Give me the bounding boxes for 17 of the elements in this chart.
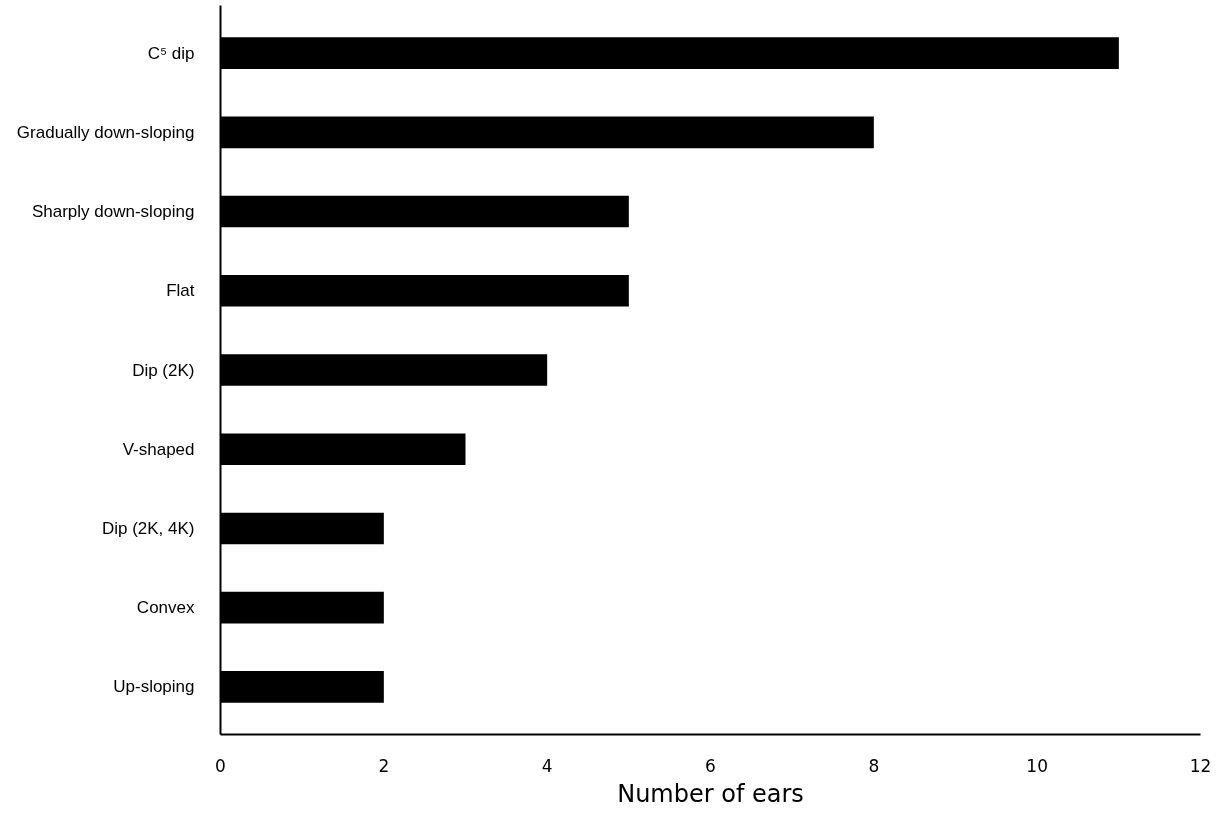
x-tick-label: 12 [1189,755,1212,776]
y-tick-label: Convex [136,598,195,618]
y-tick-label: C⁵ dip [147,43,195,63]
y-tick-label: Dip (2K, 4K) [101,518,195,538]
y-tick-label: Gradually down-sloping [16,122,195,142]
x-tick-label: 0 [215,755,226,776]
x-tick-label: 2 [378,755,390,776]
x-tick-label: 8 [868,755,880,776]
y-tick-label: Up-sloping [113,677,195,697]
x-tick-label: 4 [541,755,553,776]
y-tick-label: Dip (2K) [132,360,195,380]
y-tick-label: Flat [166,281,195,301]
y-tick-label: V-shaped [122,439,195,459]
x-tick-label: 6 [705,755,716,776]
x-tick-label: 10 [1026,755,1048,776]
y-tick-label: Sharply down-sloping [31,202,195,222]
x-axis-title: Number of ears [617,779,804,808]
